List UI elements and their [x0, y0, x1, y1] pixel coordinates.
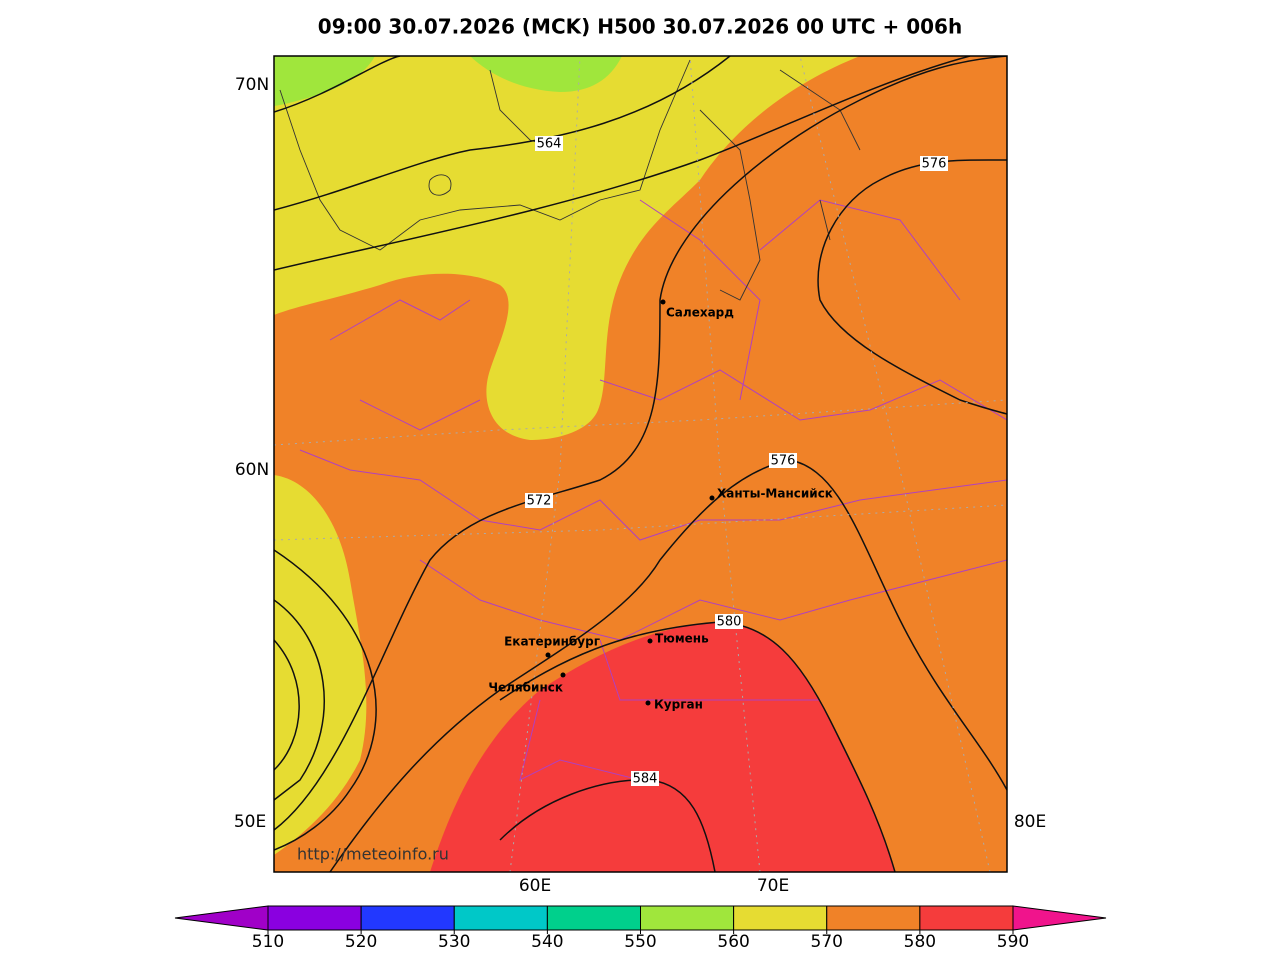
- colorbar-over: [1012, 905, 1107, 931]
- city-dot: [709, 495, 715, 501]
- borders: [299, 199, 1007, 781]
- city-dot: [645, 700, 651, 706]
- colorbar-box: [640, 905, 735, 931]
- contour: [817, 159, 1007, 415]
- contour: [499, 621, 896, 872]
- colorbar-box: [733, 905, 828, 931]
- contour-label-bg: [631, 771, 659, 786]
- map-frame: [273, 55, 1008, 873]
- colorbar-tick-label: 570: [811, 932, 843, 952]
- contour-label: 580: [717, 615, 742, 630]
- lat-label: 60N: [235, 460, 269, 480]
- zone-560: [274, 56, 860, 440]
- contour-label-bg: [525, 493, 553, 508]
- lon-label: 70E: [757, 876, 789, 896]
- city-label: Салехард: [666, 306, 734, 320]
- colorbar-box: [546, 905, 641, 931]
- contour: [274, 56, 731, 211]
- colorbar-tick-label: 510: [252, 932, 284, 952]
- contour-label-bg: [715, 614, 743, 629]
- colorbar-tick-label: 590: [997, 932, 1029, 952]
- lon-label: 80E: [1014, 812, 1046, 832]
- city-dot: [545, 652, 551, 658]
- zone-580: [430, 622, 895, 872]
- lat-label: 70N: [235, 75, 269, 95]
- city-label: Тюмень: [655, 632, 709, 646]
- zone-550: [274, 56, 375, 106]
- contour-label-bg: [535, 136, 563, 151]
- colorbar-under: [174, 905, 269, 931]
- contour-label: 572: [527, 494, 552, 509]
- contour: [274, 56, 971, 271]
- colorbar-box: [826, 905, 921, 931]
- colorbar-box: [453, 905, 548, 931]
- colorbar-tick-label: 540: [531, 932, 563, 952]
- contour: [274, 549, 377, 851]
- contour: [329, 459, 1007, 872]
- map: [274, 56, 1007, 872]
- contour-label: 576: [771, 454, 796, 469]
- lon-label: 50E: [234, 812, 266, 832]
- zone-550: [470, 56, 622, 92]
- title: 09:00 30.07.2026 (MCK) H500 30.07.2026 0…: [318, 15, 962, 39]
- city-label: Челябинск: [488, 681, 563, 695]
- coastline: [279, 59, 861, 301]
- colorbar-box: [360, 905, 455, 931]
- contour: [274, 56, 401, 113]
- colorbar-tick-label: 580: [904, 932, 936, 952]
- city-dot: [647, 638, 653, 644]
- city-label: Екатеринбург: [504, 635, 600, 649]
- contour-label-bg: [920, 156, 948, 171]
- colorbar-tick-label: 550: [624, 932, 656, 952]
- city-label: Ханты-Мансийск: [717, 487, 833, 501]
- contour-label: 584: [633, 772, 658, 787]
- city-dot: [560, 672, 566, 678]
- contour-label-bg: [769, 453, 797, 468]
- colorbar-box: [919, 905, 1014, 931]
- colorbar-tick-label: 530: [438, 932, 470, 952]
- colorbar-tick-label: 520: [345, 932, 377, 952]
- watermark: http://meteoinfo.ru: [297, 845, 449, 864]
- zone-560: [274, 475, 367, 855]
- colorbar-tick-label: 560: [717, 932, 749, 952]
- city-label: Курган: [654, 698, 703, 712]
- lon-label: 60E: [519, 876, 551, 896]
- contour-label: 564: [537, 137, 562, 152]
- contour: [274, 56, 1007, 831]
- city-dot: [660, 299, 666, 305]
- contour-label: 576: [922, 157, 947, 172]
- colorbar-box: [267, 905, 362, 931]
